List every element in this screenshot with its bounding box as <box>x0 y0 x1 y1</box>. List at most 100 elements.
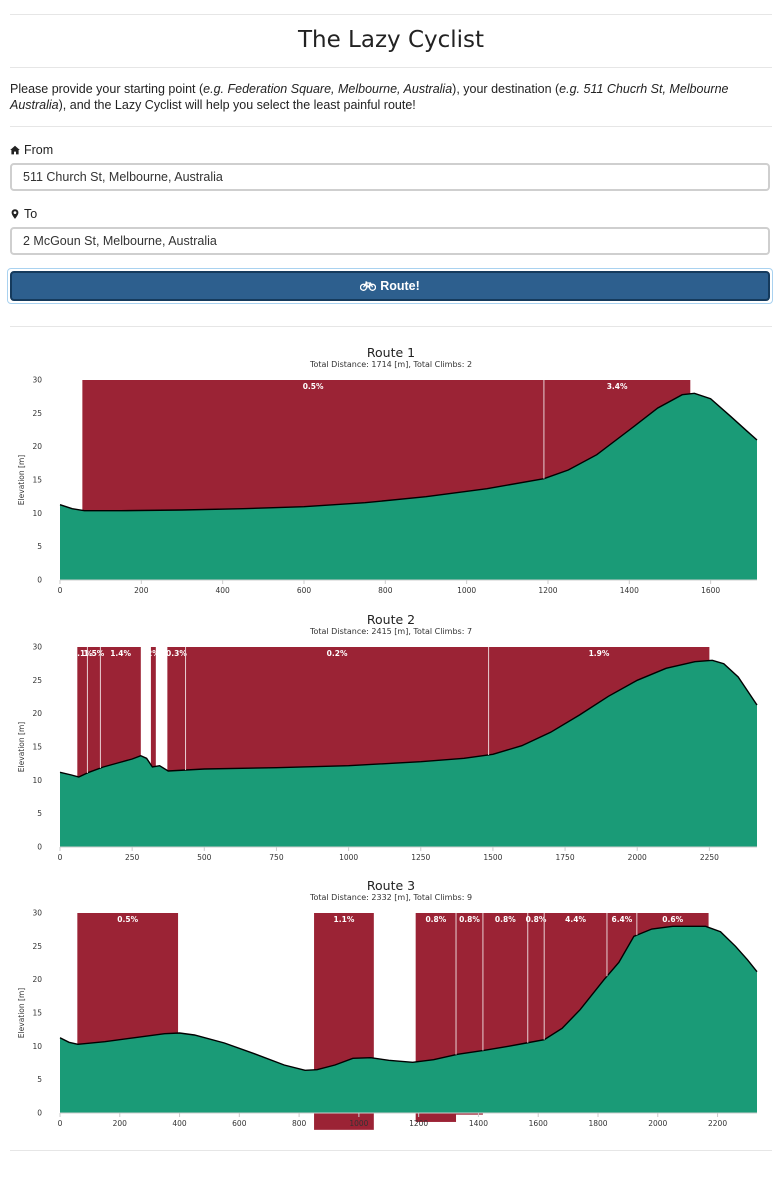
x-tick-label: 1250 <box>411 853 430 862</box>
map-marker-icon <box>11 209 19 219</box>
y-tick-label: 10 <box>32 1042 42 1051</box>
divider <box>10 1150 772 1151</box>
climb-label: 0.8% <box>495 915 516 924</box>
intro-text: Please provide your starting point (e.g.… <box>10 82 729 112</box>
chart-subtitle: Total Distance: 2415 [m], Total Climbs: … <box>309 627 473 636</box>
divider <box>10 14 772 15</box>
chart-subtitle: Total Distance: 1714 [m], Total Climbs: … <box>309 360 473 369</box>
charts-area: Route 1 Total Distance: 1714 [m], Total … <box>10 345 772 1144</box>
climb-bar <box>77 647 88 837</box>
x-tick-label: 1600 <box>701 586 720 595</box>
x-tick-label: 0 <box>58 853 63 862</box>
y-tick-label: 5 <box>37 542 42 551</box>
y-tick-label: 20 <box>32 975 42 984</box>
x-tick-label: 1000 <box>339 853 358 862</box>
x-tick-label: 0 <box>58 1119 63 1128</box>
bicycle-icon <box>360 281 377 291</box>
y-tick-label: 25 <box>32 942 42 951</box>
to-input[interactable]: 2 McGoun St, Melbourne, Australia <box>10 227 770 255</box>
from-label: From <box>10 143 772 157</box>
y-axis-label: Elevation [m] <box>17 988 26 1038</box>
climb-bar <box>150 647 156 825</box>
climb-label: 0.5% <box>303 382 324 391</box>
climb-label: 1.1% <box>334 915 355 924</box>
terrain-area <box>60 660 757 847</box>
x-tick-label: 600 <box>232 1119 247 1128</box>
y-tick-label: 25 <box>32 409 42 418</box>
elevation-line <box>59 392 758 512</box>
y-tick-label: 30 <box>32 909 42 918</box>
climb-label: 1.1% <box>72 649 93 658</box>
y-tick-label: 5 <box>37 1075 42 1084</box>
x-tick-label: 2250 <box>700 853 719 862</box>
x-tick-label: 0 <box>58 586 63 595</box>
route-1-chart: Route 1 Total Distance: 1714 [m], Total … <box>10 345 772 612</box>
climb-label: 0.3% <box>166 649 187 658</box>
route-button[interactable]: Route! <box>10 271 770 301</box>
y-tick-label: 0 <box>37 843 42 852</box>
y-tick-label: 20 <box>32 709 42 718</box>
x-tick-label: 400 <box>172 1119 187 1128</box>
chart-subtitle: Total Distance: 2332 [m], Total Climbs: … <box>309 893 473 902</box>
x-tick-label: 1000 <box>349 1119 368 1128</box>
y-axis-label: Elevation [m] <box>17 455 26 505</box>
divider <box>10 126 772 127</box>
y-tick-label: 30 <box>32 643 42 652</box>
climb-label: 2% <box>147 649 160 658</box>
terrain-area <box>60 926 757 1113</box>
x-tick-label: 1000 <box>457 586 476 595</box>
y-tick-label: 15 <box>32 476 42 485</box>
climb-label: 1.9% <box>589 649 610 658</box>
climb-label: 0.6% <box>662 915 683 924</box>
y-tick-label: 0 <box>37 576 42 585</box>
y-tick-label: 0 <box>37 1109 42 1118</box>
route-button-focus-ring: Route! <box>7 268 773 304</box>
home-icon <box>10 145 20 155</box>
x-tick-label: 400 <box>215 586 230 595</box>
x-tick-label: 800 <box>378 586 393 595</box>
terrain-area <box>60 393 757 580</box>
y-tick-label: 20 <box>32 442 42 451</box>
from-input[interactable]: 511 Church St, Melbourne, Australia <box>10 163 770 191</box>
x-tick-label: 1400 <box>620 586 639 595</box>
elevation-plot: 1.1%1.5% 1.4% 2% 0.3% 0.2% 1.9%0 250 500 750 1000… <box>17 643 758 862</box>
divider <box>10 67 772 68</box>
x-tick-label: 800 <box>292 1119 307 1128</box>
route-2-chart: Route 2 Total Distance: 2415 [m], Total … <box>10 612 772 878</box>
y-tick-label: 30 <box>32 376 42 385</box>
chart-title: Route 3 <box>366 878 416 893</box>
y-tick-label: 5 <box>37 809 42 818</box>
y-tick-label: 10 <box>32 509 42 518</box>
x-tick-label: 2000 <box>648 1119 667 1128</box>
chart-title: Route 2 <box>366 612 416 627</box>
y-tick-label: 10 <box>32 776 42 785</box>
climb-label: 1.4% <box>110 649 131 658</box>
climb-label: 0.5% <box>117 915 138 924</box>
page-title: The Lazy Cyclist <box>297 27 485 53</box>
climb-label: 3.4% <box>607 382 628 391</box>
route-3-chart: Route 3 Total Distance: 2332 [m], Total … <box>10 878 772 1144</box>
climb-label: 6.4% <box>611 915 632 924</box>
elevation-plot: 0.5% 1.1% 0.8% 0.8% 0.8% 0.8% 4.4% 6.4% 0.6%0 200… <box>17 909 758 1130</box>
x-tick-label: 1800 <box>588 1119 607 1128</box>
x-tick-label: 750 <box>269 853 284 862</box>
x-tick-label: 1750 <box>556 853 575 862</box>
x-tick-label: 250 <box>125 853 140 862</box>
x-tick-label: 600 <box>297 586 312 595</box>
elevation-plot: 0.5% 3.4% 0 200 400 600 800 1000 1200 1400 1600 0 5 1… <box>17 376 758 595</box>
x-tick-label: 1200 <box>538 586 557 595</box>
elevation-line <box>59 925 758 1072</box>
y-tick-label: 15 <box>32 743 42 752</box>
divider <box>10 326 772 327</box>
climb-label: 0.8% <box>425 915 446 924</box>
page: The Lazy Cyclist Please provide your sta… <box>0 14 782 1151</box>
x-tick-label: 2200 <box>708 1119 727 1128</box>
chart-title: Route 1 <box>366 345 416 360</box>
climb-label: 0.8% <box>459 915 480 924</box>
x-tick-label: 1400 <box>469 1119 488 1128</box>
to-label: To <box>10 207 772 221</box>
climb-label: 4.4% <box>565 915 586 924</box>
x-tick-label: 1500 <box>483 853 502 862</box>
x-tick-label: 500 <box>197 853 212 862</box>
x-tick-label: 200 <box>113 1119 128 1128</box>
